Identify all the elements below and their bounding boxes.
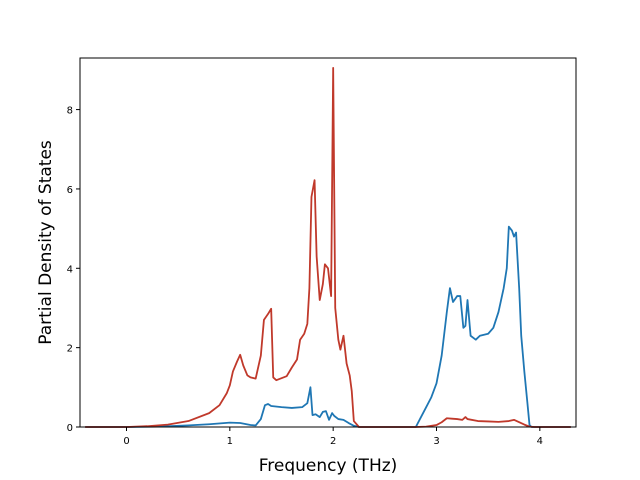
y-axis-label: Partial Density of States xyxy=(36,140,56,345)
series-line-2 xyxy=(85,67,571,428)
series-line-1 xyxy=(85,225,571,428)
ticks-layer: 0 1 2 3 4 0 2 4 6 8 xyxy=(67,106,543,447)
y-tick-label: 0 xyxy=(67,423,73,434)
y-tick-label: 8 xyxy=(67,106,73,117)
y-tick-label: 2 xyxy=(67,344,73,355)
y-tick-label: 6 xyxy=(67,185,73,196)
x-tick-label: 3 xyxy=(433,436,439,447)
series-layer xyxy=(85,67,571,428)
x-tick-label: 2 xyxy=(330,436,336,447)
x-tick-label: 0 xyxy=(123,436,129,447)
x-tick-label: 4 xyxy=(537,436,543,447)
x-tick-label: 1 xyxy=(227,436,233,447)
x-axis-label: Frequency (THz) xyxy=(259,456,398,476)
y-tick-label: 4 xyxy=(67,264,73,275)
plot-frame xyxy=(79,57,577,428)
